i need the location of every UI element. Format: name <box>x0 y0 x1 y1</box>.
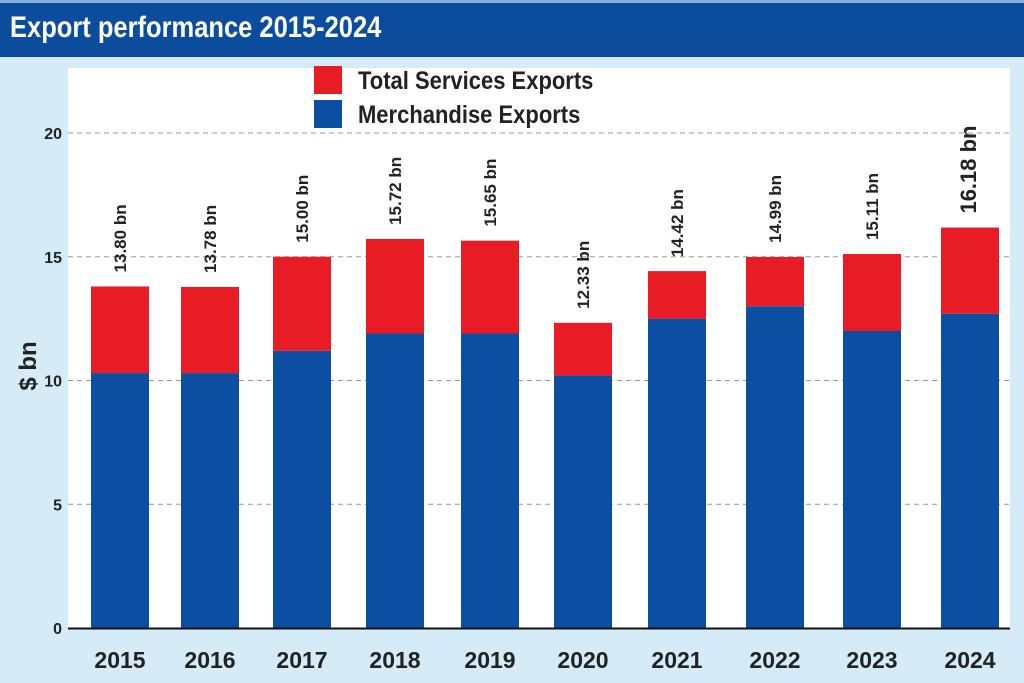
bar-merchandise-2020 <box>554 375 612 628</box>
data-label: 12.33 bn <box>574 241 593 309</box>
data-label: 16.18 bn <box>956 125 981 213</box>
bar-merchandise-2019 <box>461 333 519 628</box>
bar-services-2022 <box>746 256 804 307</box>
bar-services-2023 <box>843 254 901 331</box>
x-tick-label: 2018 <box>369 647 420 673</box>
legend-merchandise-swatch <box>314 100 342 128</box>
x-tick-label: 2015 <box>94 647 145 673</box>
bar-merchandise-2018 <box>366 333 424 628</box>
bar-merchandise-2015 <box>91 373 149 628</box>
legend-merchandise-label: Merchandise Exports <box>358 101 580 129</box>
bar-services-2019 <box>461 240 519 334</box>
x-tick-label: 2022 <box>749 647 800 673</box>
legend-services-swatch <box>314 66 342 94</box>
data-label: 13.78 bn <box>201 205 220 273</box>
y-tick-label: 0 <box>53 621 62 638</box>
y-tick-label: 15 <box>44 250 62 267</box>
bar-merchandise-2022 <box>746 306 804 628</box>
x-tick-label: 2020 <box>557 647 608 673</box>
x-tick-label: 2021 <box>651 647 702 673</box>
bar-services-2017 <box>273 256 331 351</box>
legend-services-label: Total Services Exports <box>358 67 593 95</box>
x-tick-label: 2017 <box>276 647 327 673</box>
y-tick-label: 5 <box>53 497 62 514</box>
bar-merchandise-2017 <box>273 350 331 628</box>
bar-merchandise-2023 <box>843 331 901 628</box>
data-label: 15.00 bn <box>293 175 312 243</box>
data-label: 15.11 bn <box>863 173 882 240</box>
x-tick-label: 2023 <box>846 647 897 673</box>
bar-merchandise-2021 <box>648 318 706 628</box>
data-label: 15.72 bn <box>386 157 405 225</box>
data-label: 13.80 bn <box>111 204 130 272</box>
x-tick-label: 2024 <box>944 647 995 673</box>
bar-services-2018 <box>366 238 424 334</box>
data-label: 14.99 bn <box>766 175 785 243</box>
bar-services-2015 <box>91 286 149 374</box>
bar-services-2016 <box>181 286 239 374</box>
y-tick-label: 10 <box>44 374 62 391</box>
bar-merchandise-2024 <box>941 313 999 628</box>
x-tick-label: 2016 <box>184 647 235 673</box>
bar-services-2024 <box>941 227 999 314</box>
data-label: 15.65 bn <box>481 159 500 227</box>
chart-title: Export performance 2015-2024 <box>10 11 382 44</box>
y-tick-label: 20 <box>44 126 62 143</box>
bar-merchandise-2016 <box>181 373 239 628</box>
x-tick-label: 2019 <box>464 647 515 673</box>
bar-services-2021 <box>648 271 706 319</box>
data-label: 14.42 bn <box>668 189 687 257</box>
y-axis-label: $ bn <box>15 341 42 390</box>
bar-services-2020 <box>554 322 612 376</box>
chart-header: Export performance 2015-2024 <box>0 0 1024 57</box>
